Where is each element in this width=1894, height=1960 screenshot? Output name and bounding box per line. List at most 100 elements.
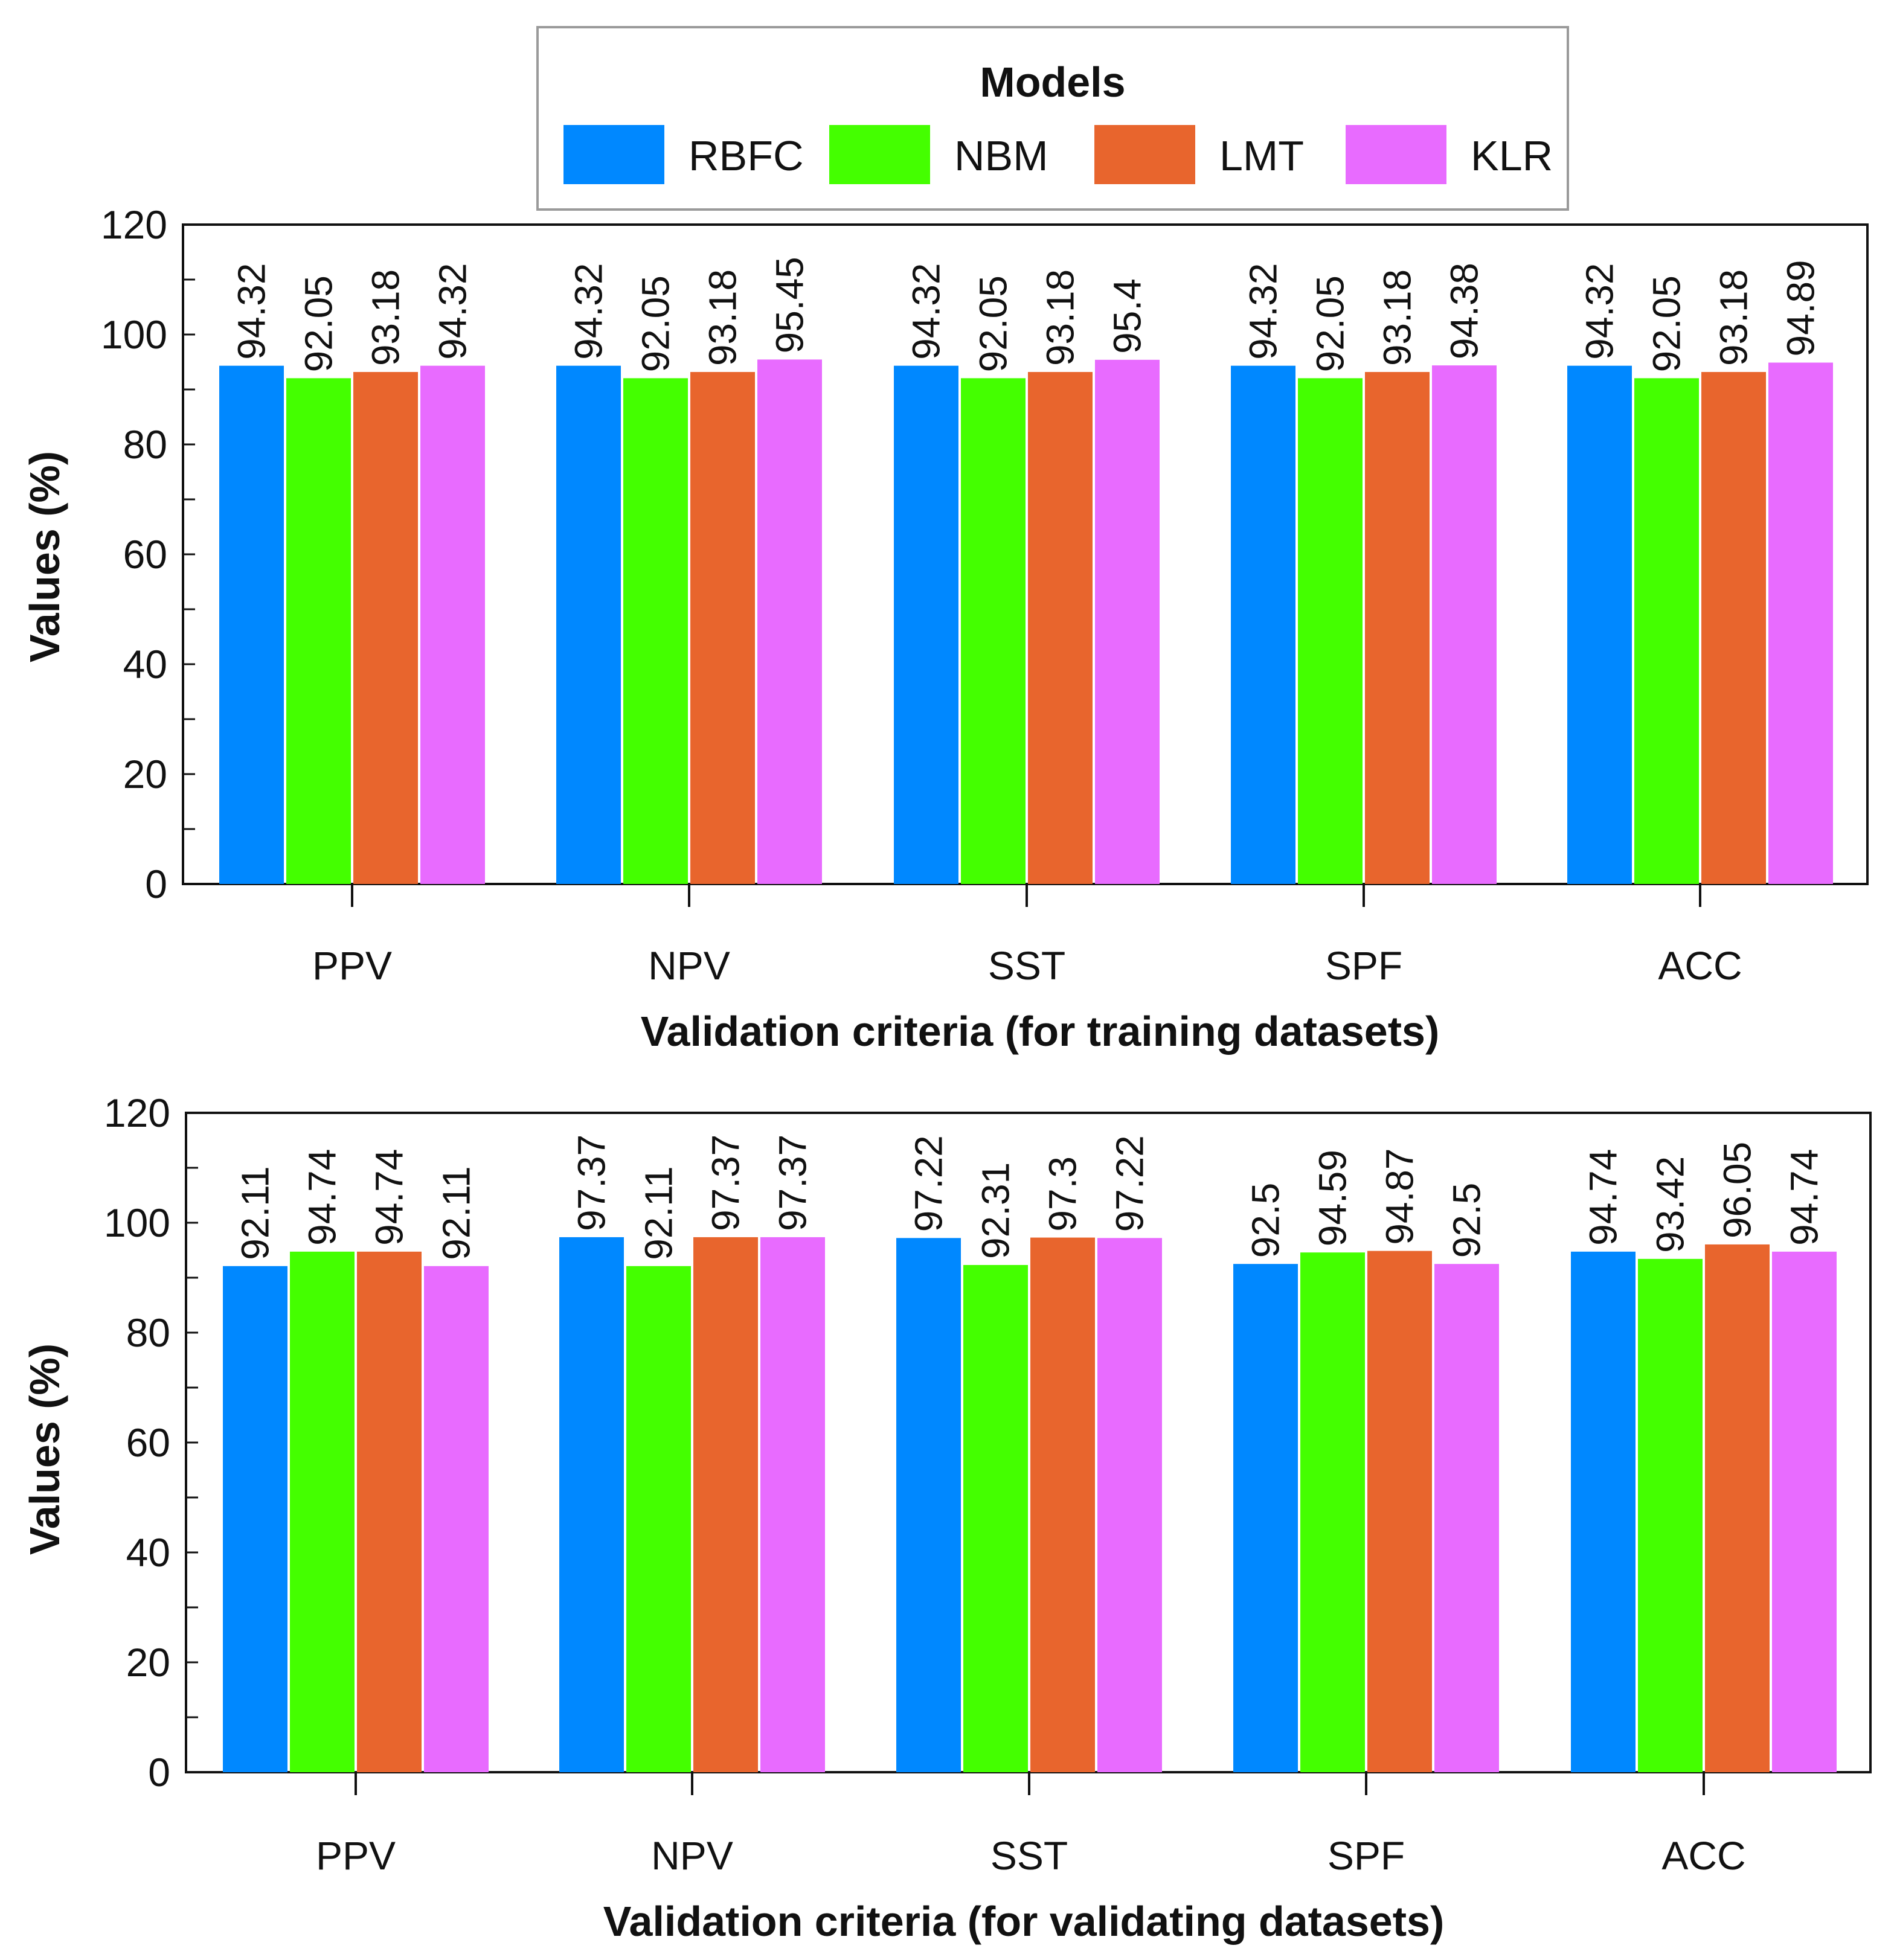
y-tick-label: 80 — [126, 1310, 170, 1355]
data-label: 92.11 — [637, 1166, 681, 1260]
chart-validating: Validation criteria (for validating data… — [21, 1090, 1872, 1945]
data-label: 92.05 — [634, 275, 678, 372]
legend-label-nbm: NBM — [954, 132, 1048, 179]
x-tick-label-sst: SST — [988, 943, 1065, 988]
data-label: 97.37 — [704, 1135, 748, 1231]
legend-label-klr: KLR — [1471, 132, 1553, 179]
bar-nbm-npv — [626, 1266, 691, 1772]
bar-rbfc-acc — [1571, 1251, 1636, 1772]
bar-lmt-spf — [1367, 1251, 1432, 1772]
bar-nbm-acc — [1634, 378, 1699, 884]
data-label: 94.74 — [368, 1149, 411, 1246]
y-tick-label: 120 — [101, 202, 167, 247]
bar-rbfc-ppv — [219, 365, 284, 884]
legend-title: Models — [980, 59, 1125, 106]
bar-lmt-ppv — [357, 1251, 422, 1772]
x-tick-label-ppv: PPV — [312, 943, 392, 988]
y-tick-label: 0 — [148, 1750, 170, 1795]
y-axis-title: Values (%) — [21, 1343, 68, 1555]
bar-nbm-sst — [963, 1264, 1028, 1772]
bar-nbm-ppv — [286, 378, 351, 884]
data-label: 94.32 — [1578, 263, 1622, 360]
x-axis-title: Validation criteria (for training datase… — [641, 1008, 1440, 1055]
data-label: 92.11 — [234, 1166, 277, 1260]
data-label: 92.05 — [297, 275, 341, 372]
bar-rbfc-npv — [559, 1237, 624, 1772]
data-label: 97.22 — [907, 1135, 951, 1232]
data-label: 92.5 — [1445, 1183, 1489, 1258]
data-label: 94.32 — [230, 263, 274, 360]
bar-lmt-spf — [1365, 372, 1430, 884]
x-tick-label-ppv: PPV — [316, 1833, 396, 1878]
y-tick-label: 40 — [123, 642, 167, 687]
data-label: 94.32 — [1242, 263, 1285, 360]
legend-label-rbfc: RBFC — [689, 132, 804, 179]
bar-klr-acc — [1772, 1251, 1837, 1772]
data-label: 94.74 — [1582, 1149, 1625, 1246]
y-tick-label: 120 — [104, 1090, 170, 1135]
bar-klr-acc — [1768, 362, 1833, 884]
bar-nbm-spf — [1298, 378, 1363, 884]
y-tick-label: 20 — [123, 752, 167, 796]
data-label: 92.05 — [972, 275, 1015, 372]
bar-lmt-acc — [1705, 1244, 1770, 1772]
y-tick-label: 20 — [126, 1640, 170, 1685]
bar-lmt-npv — [690, 372, 755, 884]
data-label: 94.89 — [1779, 260, 1823, 356]
data-label: 93.18 — [1376, 269, 1419, 366]
data-label: 92.05 — [1645, 275, 1689, 372]
x-tick-label-npv: NPV — [648, 943, 730, 988]
data-label: 93.42 — [1649, 1156, 1692, 1253]
y-tick-label: 40 — [126, 1530, 170, 1575]
y-tick-label: 100 — [104, 1200, 170, 1245]
data-label: 94.59 — [1311, 1150, 1355, 1246]
y-tick-label: 0 — [145, 862, 167, 906]
data-label: 94.74 — [1783, 1149, 1826, 1246]
data-label: 95.45 — [768, 257, 812, 353]
bar-rbfc-acc — [1567, 365, 1632, 884]
bar-nbm-ppv — [290, 1251, 355, 1772]
data-label: 92.5 — [1244, 1183, 1288, 1258]
x-tick-label-npv: NPV — [651, 1833, 733, 1878]
data-label: 94.32 — [431, 263, 475, 360]
data-label: 93.18 — [364, 269, 408, 366]
legend: Models RBFC NBM LMT KLR — [536, 26, 1569, 211]
bar-nbm-acc — [1638, 1258, 1703, 1772]
data-label: 94.87 — [1378, 1148, 1422, 1245]
y-tick-label: 80 — [123, 422, 167, 467]
bar-lmt-sst — [1028, 372, 1093, 884]
data-label: 93.18 — [701, 269, 745, 366]
x-axis-title: Validation criteria (for validating data… — [603, 1898, 1445, 1945]
data-label: 92.31 — [974, 1162, 1018, 1259]
bar-klr-spf — [1434, 1264, 1499, 1772]
bar-lmt-acc — [1701, 372, 1766, 884]
data-label: 97.37 — [771, 1135, 815, 1231]
bar-rbfc-sst — [896, 1238, 961, 1772]
bar-nbm-sst — [961, 378, 1026, 884]
data-label: 94.32 — [905, 263, 948, 360]
bar-klr-sst — [1097, 1238, 1162, 1772]
bar-lmt-ppv — [353, 372, 418, 884]
data-label: 94.32 — [567, 263, 611, 360]
y-axis-title: Values (%) — [21, 451, 68, 662]
data-label: 94.74 — [301, 1149, 344, 1246]
legend-swatch-klr — [1346, 125, 1446, 184]
bar-rbfc-npv — [556, 365, 621, 884]
data-label: 97.3 — [1041, 1156, 1085, 1232]
chart-training: Validation criteria (for training datase… — [21, 202, 1869, 1055]
data-label: 92.05 — [1309, 275, 1352, 372]
bar-nbm-spf — [1300, 1252, 1365, 1772]
data-label: 95.4 — [1106, 278, 1149, 354]
data-label: 96.05 — [1716, 1142, 1759, 1238]
data-label: 92.11 — [435, 1166, 478, 1260]
bar-rbfc-spf — [1233, 1264, 1298, 1772]
x-tick-label-spf: SPF — [1325, 943, 1402, 988]
bar-nbm-npv — [623, 378, 688, 884]
bar-klr-ppv — [420, 365, 485, 884]
data-label: 94.38 — [1443, 263, 1486, 359]
bar-lmt-npv — [693, 1237, 758, 1772]
bar-rbfc-sst — [894, 365, 958, 884]
y-tick-label: 60 — [126, 1420, 170, 1465]
